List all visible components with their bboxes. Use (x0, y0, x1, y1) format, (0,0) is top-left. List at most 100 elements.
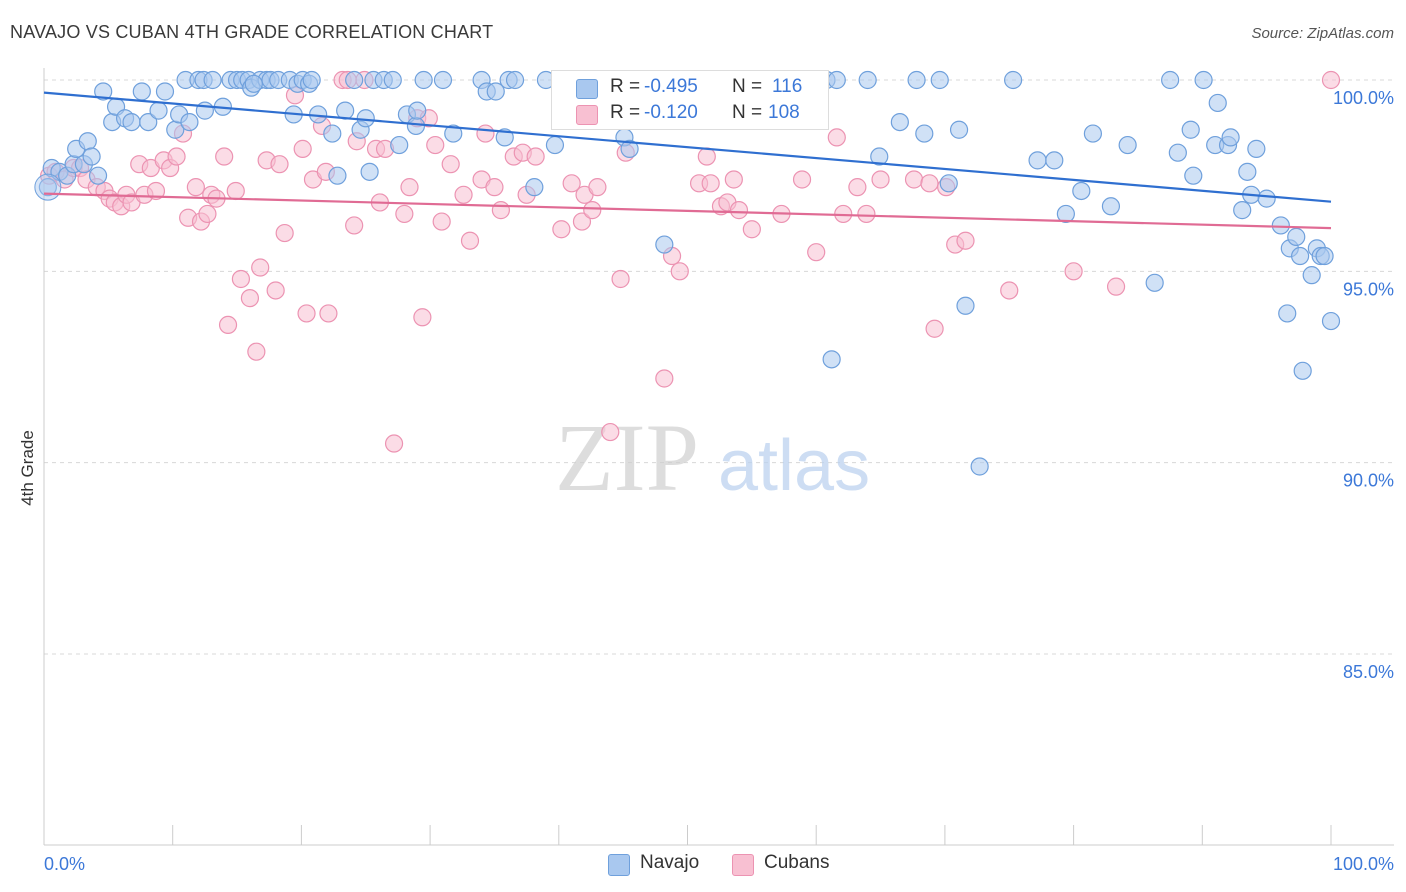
navajo-point (356, 109, 375, 128)
navajo-point (1101, 197, 1121, 216)
navajo-point (149, 101, 168, 120)
cubans-point (454, 185, 473, 204)
navajo-point (323, 124, 342, 143)
n-label: N = (732, 76, 763, 97)
navajo-point (1315, 246, 1334, 266)
navajo-point (433, 70, 453, 90)
navajo-point (858, 70, 877, 90)
source-label: Source: ZipAtlas.com (1251, 25, 1394, 42)
y-tick-label: 95.0% (1343, 279, 1394, 299)
navajo-point (970, 457, 989, 476)
navajo-point (78, 132, 97, 151)
navajo-point (180, 112, 199, 132)
navajo-point (1257, 189, 1276, 208)
navajo-point (1004, 70, 1023, 90)
cubans-point (701, 174, 720, 193)
navajo-point (408, 101, 427, 120)
x-tick-label: 0.0% (44, 854, 85, 874)
navajo-point (328, 166, 347, 185)
navajo-point (444, 124, 463, 143)
navajo-point (1168, 143, 1187, 162)
series-legend: Navajo Cubans (0, 852, 1406, 878)
cubans-point (240, 289, 260, 308)
navajo-point (1221, 128, 1240, 147)
navajo-point (956, 296, 975, 315)
navajo-point (827, 70, 846, 90)
navajo-point (1293, 361, 1312, 380)
navajo-point (139, 112, 158, 132)
navajo-swatch (608, 854, 630, 876)
cubans-point (345, 216, 364, 235)
cubans-point (1064, 262, 1083, 281)
y-tick-label: 85.0% (1343, 662, 1394, 682)
cubans-point (904, 170, 924, 189)
navajo-point (1238, 162, 1257, 181)
navajo-point (1321, 311, 1341, 331)
navajo-point (244, 74, 263, 93)
cubans-point (792, 170, 812, 189)
navajo-point (1194, 70, 1213, 90)
navajo-point (655, 235, 674, 254)
cubans-point (293, 139, 312, 158)
cubans-point (611, 269, 630, 289)
y-axis-label: 4th Grade (18, 430, 37, 506)
cubans-point (146, 181, 166, 201)
navajo-point (38, 178, 57, 197)
navajo-point (1028, 151, 1047, 170)
cubans-point (485, 178, 504, 197)
watermark-zip: ZIP (555, 404, 699, 511)
cubans-point (655, 369, 674, 388)
cubans-point (460, 231, 480, 250)
chart-title: NAVAJO VS CUBAN 4TH GRADE CORRELATION CH… (10, 22, 494, 42)
cubans-point (226, 181, 245, 201)
r-label: R = (610, 102, 641, 123)
cubans-point (476, 124, 495, 143)
navajo-point (414, 70, 433, 90)
navajo-point (1278, 304, 1297, 323)
r-label: R = (610, 76, 641, 97)
navajo-point (82, 147, 101, 166)
cubans-point (266, 281, 285, 300)
cubans-point (572, 212, 592, 231)
n-value: 108 (768, 102, 800, 123)
navajo-point (1208, 93, 1227, 113)
cubans-point (395, 204, 414, 224)
navajo-point (88, 166, 108, 185)
navajo-point (132, 82, 151, 101)
navajo-point (1072, 181, 1091, 201)
cubans-point (218, 315, 238, 335)
cubans-point (384, 434, 404, 453)
cubans-point (562, 174, 581, 193)
cubans-point (724, 170, 743, 189)
navajo-point (939, 174, 958, 193)
navajo-point (1247, 139, 1266, 158)
navajo-swatch (576, 79, 598, 99)
navajo-point (949, 120, 969, 139)
legend-label-navajo: Navajo (640, 852, 700, 873)
cubans-point (848, 178, 867, 197)
cubans-trend-line (43, 192, 1332, 230)
navajo-point (930, 70, 949, 90)
cubans-point (247, 342, 266, 361)
cubans-point (956, 231, 975, 250)
cubans-point (186, 178, 205, 197)
cubans-point (231, 269, 251, 289)
navajo-point (360, 162, 379, 181)
navajo-points (34, 70, 1341, 476)
navajo-point (890, 112, 909, 132)
navajo-point (545, 135, 565, 155)
navajo-point (495, 128, 514, 147)
correlation-legend: R = -0.495 N = 116 R = -0.120 N = 108 (551, 70, 829, 130)
y-tick-label: 90.0% (1343, 471, 1394, 491)
navajo-point (155, 82, 175, 101)
navajo-point (486, 82, 505, 101)
y-tick-label: 100.0% (1333, 88, 1394, 108)
cubans-point (552, 220, 571, 239)
navajo-point (34, 173, 62, 201)
navajo-point (203, 70, 222, 90)
cubans-point (319, 304, 338, 323)
navajo-point (505, 70, 525, 90)
cubans-point (167, 147, 186, 166)
cubans-point (432, 212, 451, 231)
